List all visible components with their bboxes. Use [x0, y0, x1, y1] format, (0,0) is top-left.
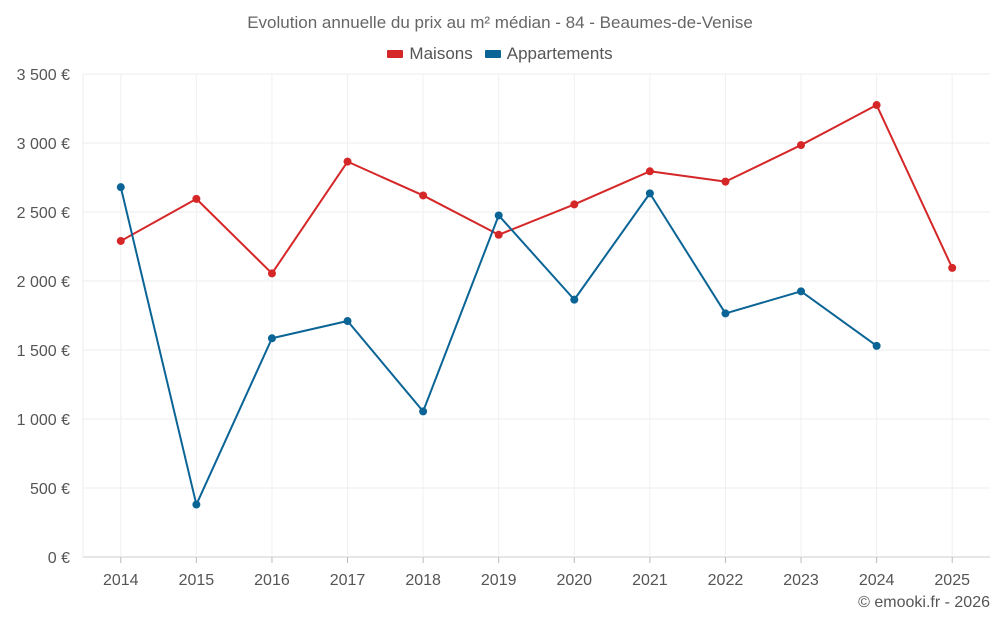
y-tick-label: 2 500 €: [17, 205, 70, 222]
data-point-appartements[interactable]: [721, 309, 730, 318]
legend-label-maisons: Maisons: [409, 44, 473, 63]
data-point-maisons[interactable]: [116, 236, 125, 245]
data-point-maisons[interactable]: [267, 269, 276, 278]
y-tick-label: 2 000 €: [17, 274, 70, 291]
data-point-appartements[interactable]: [192, 500, 201, 509]
data-point-maisons[interactable]: [872, 101, 881, 110]
y-tick-label: 3 500 €: [17, 67, 70, 84]
data-point-maisons[interactable]: [343, 157, 352, 166]
x-tick-label: 2021: [632, 572, 668, 589]
data-point-appartements[interactable]: [116, 183, 125, 192]
x-tick-label: 2016: [254, 572, 290, 589]
series-line-maisons: [120, 104, 954, 275]
data-point-appartements[interactable]: [419, 407, 428, 416]
legend: Maisons Appartements: [0, 44, 1000, 64]
data-point-appartements[interactable]: [645, 189, 654, 198]
legend-item-maisons[interactable]: Maisons: [387, 44, 473, 64]
data-point-maisons[interactable]: [570, 200, 579, 209]
data-point-appartements[interactable]: [797, 287, 806, 296]
y-tick-label: 500 €: [30, 481, 70, 498]
y-tick-label: 1 000 €: [17, 412, 70, 429]
x-tick-label: 2015: [179, 572, 215, 589]
data-point-maisons[interactable]: [721, 177, 730, 186]
data-point-appartements[interactable]: [494, 211, 503, 220]
chart-title: Evolution annuelle du prix au m² médian …: [247, 13, 753, 32]
data-point-maisons[interactable]: [645, 167, 654, 176]
legend-label-appartements: Appartements: [506, 44, 613, 63]
x-tick-label: 2019: [481, 572, 517, 589]
x-tick-label: 2024: [859, 572, 895, 589]
data-point-maisons[interactable]: [419, 191, 428, 200]
x-tick-label: 2025: [934, 572, 970, 589]
x-tick-label: 2022: [708, 572, 744, 589]
credit-text: © emooki.fr - 2026: [858, 594, 990, 611]
data-point-appartements[interactable]: [343, 317, 352, 326]
y-tick-label: 0 €: [48, 550, 70, 567]
y-tick-label: 1 500 €: [17, 343, 70, 360]
legend-item-appartements[interactable]: Appartements: [484, 44, 613, 64]
x-tick-label: 2020: [556, 572, 592, 589]
y-tick-label: 3 000 €: [17, 136, 70, 153]
x-tick-label: 2023: [783, 572, 819, 589]
legend-swatch-maisons: [387, 50, 404, 58]
x-tick-label: 2017: [330, 572, 366, 589]
data-point-maisons[interactable]: [948, 263, 957, 272]
data-point-maisons[interactable]: [192, 194, 201, 203]
data-point-maisons[interactable]: [494, 230, 503, 239]
x-tick-label: 2014: [103, 572, 139, 589]
data-point-appartements[interactable]: [570, 295, 579, 304]
data-point-maisons[interactable]: [797, 141, 806, 150]
data-point-appartements[interactable]: [872, 341, 881, 350]
x-tick-label: 2018: [405, 572, 441, 589]
legend-swatch-appartements: [484, 50, 501, 58]
data-point-appartements[interactable]: [267, 334, 276, 343]
